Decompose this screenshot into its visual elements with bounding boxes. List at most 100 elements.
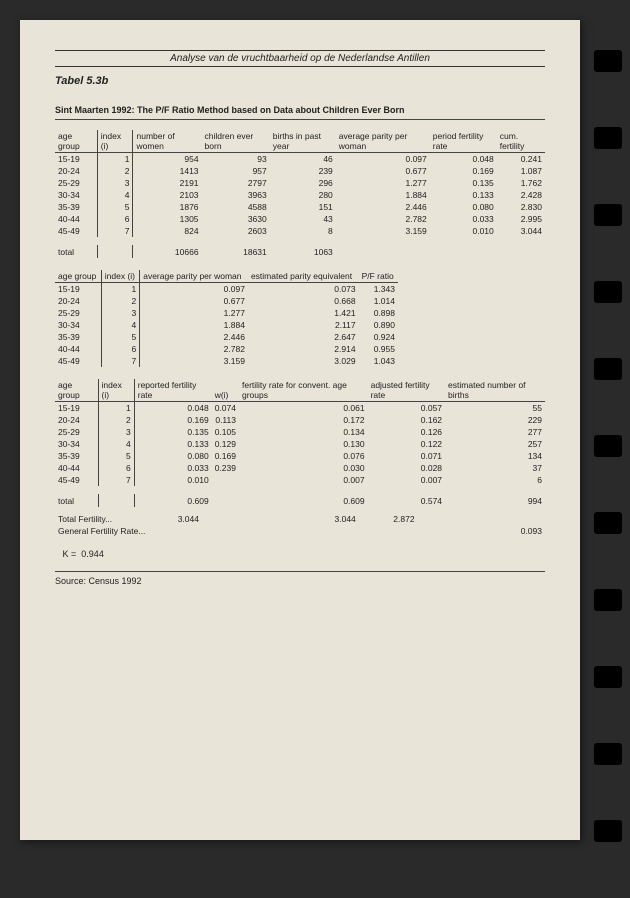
table-cell: 0.097 <box>140 283 248 296</box>
table-row: 20-2420.1690.1130.1720.162229 <box>55 414 545 426</box>
subtitle: Sint Maarten 1992: The P/F Ratio Method … <box>55 105 545 115</box>
t1-h1: index (i) <box>97 130 133 153</box>
table-cell <box>336 246 430 259</box>
page-header-title: Analyse van de vruchtbaarheid op de Nede… <box>55 50 545 67</box>
table-cell: 1 <box>101 283 139 296</box>
k-label: K = <box>63 549 77 559</box>
table-cell: 40-44 <box>55 213 97 225</box>
table-cell: 7 <box>101 355 139 367</box>
table-cell: 2103 <box>133 189 202 201</box>
table-row: 40-4462.7822.9140.955 <box>55 343 398 355</box>
table-cell: 257 <box>445 438 545 450</box>
table-cell: 1 <box>97 153 133 166</box>
table-cell: 0.010 <box>430 225 497 237</box>
t2-h3: estimated parity equivalent <box>248 270 359 283</box>
table-row: 15-1910.0970.0731.343 <box>55 283 398 296</box>
table-cell: 20-24 <box>55 295 101 307</box>
table-cell: 0.135 <box>430 177 497 189</box>
gfr-value: 0.093 <box>418 525 545 537</box>
binding-hole <box>594 204 622 226</box>
binding-hole <box>594 743 622 765</box>
table-cell: 0.677 <box>140 295 248 307</box>
table-cell: 2.117 <box>248 319 359 331</box>
binding-hole <box>594 50 622 72</box>
table-cell: 7 <box>97 225 133 237</box>
table-cell: 40-44 <box>55 462 98 474</box>
table-cell: 2.782 <box>140 343 248 355</box>
t1-h0: age group <box>55 130 97 153</box>
table-cell: 0.169 <box>212 450 239 462</box>
binding-hole <box>594 358 622 380</box>
summary-table: Total Fertility... 3.044 3.044 2.872 Gen… <box>55 513 545 537</box>
table-cell: 994 <box>445 495 545 508</box>
gfr-label: General Fertility Rate... <box>55 525 359 537</box>
table-cell: 0.169 <box>430 165 497 177</box>
table-cell: 25-29 <box>55 426 98 438</box>
table-cell: 18631 <box>202 246 270 259</box>
table-cell: 15-19 <box>55 153 97 166</box>
t1-h5: average parity per woman <box>336 130 430 153</box>
table-row: 40-4460.0330.2390.0300.02837 <box>55 462 545 474</box>
table-cell: 0.134 <box>239 426 368 438</box>
table-cell: 6 <box>445 474 545 486</box>
table-cell: 1.884 <box>336 189 430 201</box>
table-cell: 2.914 <box>248 343 359 355</box>
table-cell: 4 <box>97 189 133 201</box>
t3-h5: adjusted fertility rate <box>368 379 445 402</box>
table-cell: 0.239 <box>212 462 239 474</box>
table-cell: 0.113 <box>212 414 239 426</box>
table-row: 45-497824260383.1590.0103.044 <box>55 225 545 237</box>
table-cell: 0.105 <box>212 426 239 438</box>
table-cell: 0.073 <box>248 283 359 296</box>
table-cell: 0.955 <box>359 343 398 355</box>
binding-hole <box>594 589 622 611</box>
table-row: 35-3950.0800.1690.0760.071134 <box>55 450 545 462</box>
table-cell: 3.159 <box>336 225 430 237</box>
table-cell: 1 <box>98 402 134 415</box>
table-cell: 6 <box>97 213 133 225</box>
table-cell: 2.428 <box>497 189 545 201</box>
table-cell: 0.126 <box>368 426 445 438</box>
table-cell: 3 <box>101 307 139 319</box>
table-cell: 0.007 <box>239 474 368 486</box>
table-cell: 35-39 <box>55 201 97 213</box>
table-cell: 1.762 <box>497 177 545 189</box>
table-cell: 134 <box>445 450 545 462</box>
table-cell: 2 <box>97 165 133 177</box>
table-cell: 1.014 <box>359 295 398 307</box>
table-cell: 15-19 <box>55 402 98 415</box>
table-row: 30-344210339632801.8840.1332.428 <box>55 189 545 201</box>
table-cell: 0.033 <box>134 462 211 474</box>
table-cell: 0.574 <box>368 495 445 508</box>
table-row: 35-395187645881512.4460.0802.830 <box>55 201 545 213</box>
table-1: age group index (i) number of women chil… <box>55 130 545 258</box>
table-cell: 10666 <box>133 246 202 259</box>
table-cell: 1.043 <box>359 355 398 367</box>
table-cell: 0.097 <box>336 153 430 166</box>
table-cell: 2.647 <box>248 331 359 343</box>
table-cell: 0.076 <box>239 450 368 462</box>
table-cell: 0.668 <box>248 295 359 307</box>
k-value: 0.944 <box>81 549 104 559</box>
table-cell: 0.898 <box>359 307 398 319</box>
t2-h2: average parity per woman <box>140 270 248 283</box>
table-cell: 0.172 <box>239 414 368 426</box>
table-cell: 25-29 <box>55 177 97 189</box>
table-cell: 0.010 <box>134 474 211 486</box>
table-cell: 0.057 <box>368 402 445 415</box>
table-cell: 0.007 <box>368 474 445 486</box>
table-cell: 0.609 <box>134 495 211 508</box>
table-cell: 0.074 <box>212 402 239 415</box>
t3-h3: w(i) <box>212 379 239 402</box>
table-cell: 280 <box>270 189 336 201</box>
table-cell: 824 <box>133 225 202 237</box>
table-cell: 2191 <box>133 177 202 189</box>
binding-hole <box>594 281 622 303</box>
table-cell: 2.995 <box>497 213 545 225</box>
table-cell: 43 <box>270 213 336 225</box>
t1-h6: period fertility rate <box>430 130 497 153</box>
table-cell: 2.446 <box>140 331 248 343</box>
table-cell: 4588 <box>202 201 270 213</box>
table-row: 25-2931.2771.4210.898 <box>55 307 398 319</box>
table-cell: 0.122 <box>368 438 445 450</box>
